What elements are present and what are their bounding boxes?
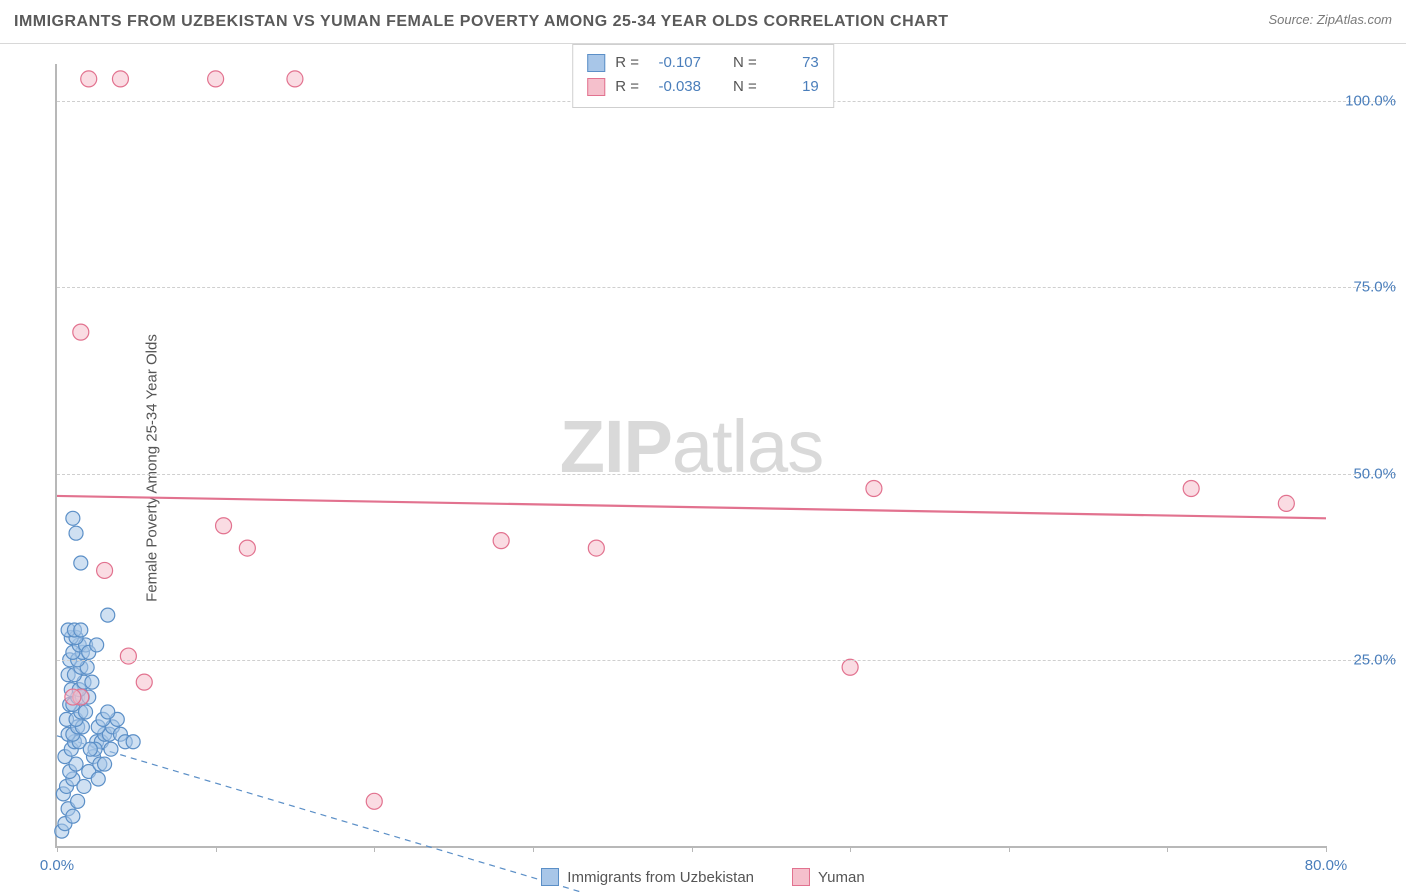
point-yuman: [81, 71, 97, 87]
point-uzbekistan: [98, 757, 112, 771]
point-yuman: [216, 518, 232, 534]
point-yuman: [65, 689, 81, 705]
point-yuman: [287, 71, 303, 87]
point-yuman: [493, 533, 509, 549]
point-uzbekistan: [79, 705, 93, 719]
point-yuman: [588, 540, 604, 556]
trend-line-yuman: [57, 496, 1326, 518]
corr-row-yuman: R = -0.038 N = 19: [587, 75, 819, 99]
legend-swatch-uzbekistan: [541, 868, 559, 886]
legend-item-yuman: Yuman: [792, 868, 865, 886]
n-value: 73: [767, 51, 819, 75]
point-yuman: [842, 659, 858, 675]
point-uzbekistan: [74, 556, 88, 570]
y-tick-label: 25.0%: [1336, 651, 1396, 668]
point-yuman: [120, 648, 136, 664]
x-tick-mark: [216, 846, 217, 852]
series-legend: Immigrants from Uzbekistan Yuman: [0, 868, 1406, 886]
x-tick-mark: [533, 846, 534, 852]
r-label: R =: [615, 51, 639, 75]
legend-label: Yuman: [818, 869, 865, 886]
x-tick-mark: [692, 846, 693, 852]
point-uzbekistan: [104, 742, 118, 756]
point-yuman: [208, 71, 224, 87]
point-uzbekistan: [101, 705, 115, 719]
point-yuman: [239, 540, 255, 556]
x-tick-mark: [850, 846, 851, 852]
point-yuman: [1278, 495, 1294, 511]
legend-label: Immigrants from Uzbekistan: [567, 869, 754, 886]
point-yuman: [366, 793, 382, 809]
gridline-h: [57, 660, 1396, 661]
legend-item-uzbekistan: Immigrants from Uzbekistan: [541, 868, 754, 886]
point-uzbekistan: [74, 623, 88, 637]
point-yuman: [1183, 481, 1199, 497]
point-uzbekistan: [126, 735, 140, 749]
x-tick-mark: [57, 846, 58, 852]
chart-title: IMMIGRANTS FROM UZBEKISTAN VS YUMAN FEMA…: [14, 13, 949, 31]
point-uzbekistan: [85, 675, 99, 689]
r-value: -0.038: [649, 75, 701, 99]
point-uzbekistan: [66, 809, 80, 823]
point-uzbekistan: [101, 608, 115, 622]
r-value: -0.107: [649, 51, 701, 75]
swatch-uzbekistan: [587, 54, 605, 72]
point-yuman: [97, 562, 113, 578]
point-yuman: [136, 674, 152, 690]
point-uzbekistan: [66, 511, 80, 525]
n-label: N =: [733, 51, 757, 75]
swatch-yuman: [587, 78, 605, 96]
point-uzbekistan: [77, 779, 91, 793]
chart-source: Source: ZipAtlas.com: [1268, 12, 1392, 27]
r-label: R =: [615, 75, 639, 99]
chart-area: Female Poverty Among 25-34 Year Olds ZIP…: [0, 44, 1406, 892]
plot-region: ZIPatlas 25.0%50.0%75.0%100.0%0.0%80.0%: [55, 64, 1326, 848]
point-uzbekistan: [83, 742, 97, 756]
x-tick-mark: [1009, 846, 1010, 852]
correlation-legend: R = -0.107 N = 73 R = -0.038 N = 19: [572, 44, 834, 108]
corr-row-uzbekistan: R = -0.107 N = 73: [587, 51, 819, 75]
gridline-h: [57, 474, 1396, 475]
point-yuman: [73, 324, 89, 340]
point-yuman: [112, 71, 128, 87]
point-uzbekistan: [69, 526, 83, 540]
x-tick-mark: [1167, 846, 1168, 852]
gridline-h: [57, 287, 1396, 288]
n-value: 19: [767, 75, 819, 99]
y-tick-label: 100.0%: [1336, 93, 1396, 110]
scatter-svg: [57, 64, 1326, 846]
x-tick-mark: [1326, 846, 1327, 852]
point-uzbekistan: [91, 772, 105, 786]
point-yuman: [866, 481, 882, 497]
n-label: N =: [733, 75, 757, 99]
y-tick-label: 75.0%: [1336, 279, 1396, 296]
point-uzbekistan: [71, 794, 85, 808]
legend-swatch-yuman: [792, 868, 810, 886]
y-tick-label: 50.0%: [1336, 465, 1396, 482]
x-tick-mark: [374, 846, 375, 852]
point-uzbekistan: [90, 638, 104, 652]
